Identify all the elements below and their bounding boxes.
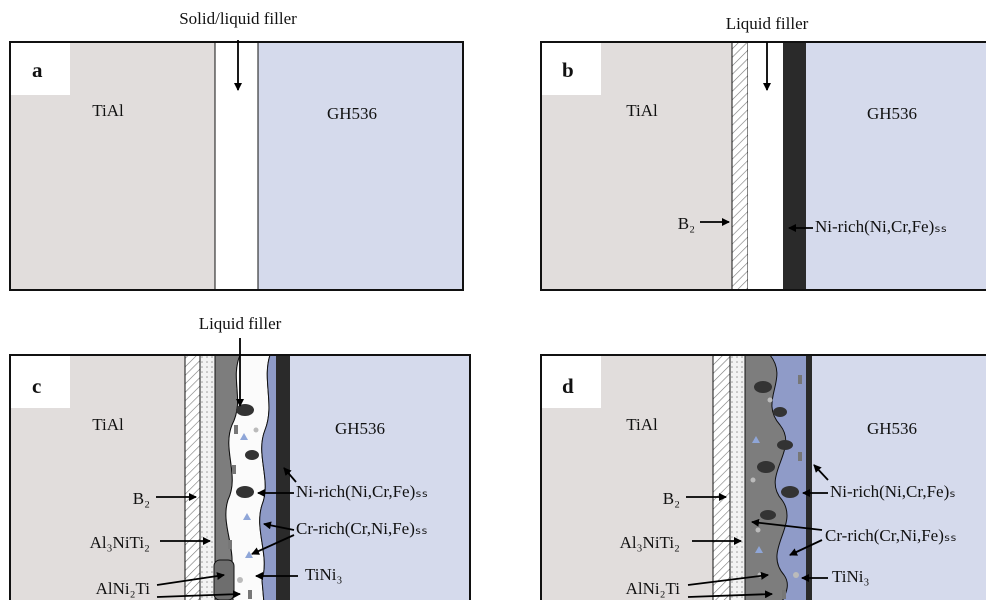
panel-label: a bbox=[32, 58, 43, 82]
material-label: GH536 bbox=[335, 419, 385, 438]
annotation: B₂ bbox=[133, 489, 150, 508]
annotation: TiNi₃ bbox=[832, 567, 870, 586]
annotation: B₂ bbox=[678, 214, 695, 233]
panel-a: Solid/liquid filler a TiAl GH536 bbox=[10, 9, 463, 290]
annotation: Ni-rich(Ni,Cr,Fe)ₛₛ bbox=[296, 482, 428, 501]
material-label: GH536 bbox=[327, 104, 377, 123]
panel-title: Liquid filler bbox=[726, 14, 809, 33]
panel-title: Liquid filler bbox=[199, 314, 282, 333]
panel-label: b bbox=[562, 58, 574, 82]
annotation: Ni-rich(Ni,Cr,Fe)ₛ bbox=[830, 482, 956, 501]
material-label: GH536 bbox=[867, 419, 917, 438]
annotation: Cr-rich(Cr,Ni,Fe)ₛₛ bbox=[825, 526, 957, 545]
panel-d: d TiAl GH536 B₂ Al₃NiTi₂ AlNi₂Ti Ni-rich… bbox=[541, 355, 986, 600]
panel-title: Solid/liquid filler bbox=[179, 9, 297, 28]
material-label: TiAl bbox=[626, 101, 658, 120]
panel-label: c bbox=[32, 374, 41, 398]
annotation: Ni-rich(Ni,Cr,Fe)ₛₛ bbox=[815, 217, 947, 236]
annotation: Al₃NiTi₂ bbox=[90, 533, 150, 552]
panel-b: Liquid filler b TiAl GH536 B₂ Ni-rich(Ni… bbox=[541, 14, 986, 290]
material-label: TiAl bbox=[92, 101, 124, 120]
annotation: B₂ bbox=[663, 489, 680, 508]
material-label: GH536 bbox=[867, 104, 917, 123]
panel-label: d bbox=[562, 374, 574, 398]
panel-c: Liquid filler c TiAl GH536 B₂ Al₃NiTi₂ A… bbox=[10, 314, 470, 600]
annotation: Cr-rich(Cr,Ni,Fe)ₛₛ bbox=[296, 519, 428, 538]
material-label: TiAl bbox=[92, 415, 124, 434]
figure: Solid/liquid filler a TiAl GH536 Liquid … bbox=[0, 0, 986, 600]
material-label: TiAl bbox=[626, 415, 658, 434]
annotation: AlNi₂Ti bbox=[626, 579, 681, 598]
annotation: TiNi₃ bbox=[305, 565, 343, 584]
annotation: Al₃NiTi₂ bbox=[620, 533, 680, 552]
annotation: AlNi₂Ti bbox=[96, 579, 151, 598]
